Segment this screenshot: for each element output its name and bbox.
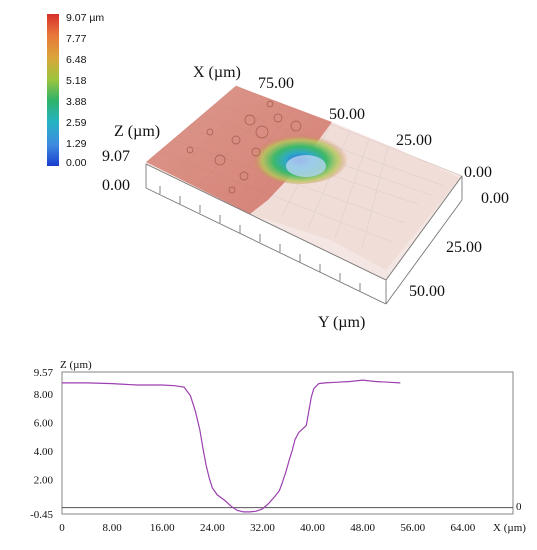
profile-series-line	[62, 379, 401, 513]
z-axis-label: Z (µm)	[114, 123, 160, 140]
surface-3d-view: 9.07 µm 7.77 6.48 5.18 3.88 2.59 1.29 0.…	[47, 12, 509, 331]
color-bar-label: 2.59	[66, 117, 87, 129]
y-tick: 50.00	[409, 283, 445, 300]
x-tick: 50.00	[329, 106, 365, 123]
profile-x-tick-label: 8.00	[102, 522, 122, 534]
profile-plot-frame	[61, 371, 514, 515]
profile-x-tick-label: 24.00	[200, 522, 225, 534]
x-tick: 25.00	[396, 132, 432, 149]
profile-x-tick-label: 48.00	[350, 522, 375, 534]
color-bar-label: 0.00	[66, 157, 87, 169]
profile-x-tick-label: 32.00	[250, 522, 275, 534]
color-bar-label: 3.88	[66, 96, 87, 108]
surface-fade	[250, 122, 460, 270]
pit-bottom	[286, 155, 326, 177]
profile-y-tick-label: 9.57	[34, 367, 54, 379]
surface-texture	[146, 86, 332, 214]
profile-y-axis-label: Z (µm)	[60, 359, 92, 371]
profile-x-tick-label: 56.00	[400, 522, 425, 534]
x-axis-label: X (µm)	[193, 64, 241, 81]
z-tick-max: 9.07	[102, 148, 130, 165]
profile-y-tick-label: 8.00	[34, 389, 54, 401]
profile-x-tick-label: 40.00	[300, 522, 325, 534]
x-tick: 75.00	[258, 75, 294, 92]
y-tick: 25.00	[446, 239, 482, 256]
profile-y-tick-label: 2.00	[34, 474, 54, 486]
profile-ticks: 0 8.00 16.00 24.00 32.00 40.00 48.00 56.00 64.00…	[30, 367, 476, 534]
z-tick-min: 0.00	[102, 177, 130, 194]
color-bar-gradient	[47, 14, 59, 166]
bounding-box	[145, 163, 463, 305]
color-bar-label: 5.18	[66, 75, 87, 87]
color-bar-labels: 9.07 µm 7.77 6.48 5.18 3.88 2.59 1.29 0.…	[66, 12, 104, 169]
profile-y-tick-label: 6.00	[34, 418, 54, 430]
profile-x-tick-label: 64.00	[451, 522, 476, 534]
color-bar-label: 1.29	[66, 138, 87, 150]
profile-x-axis-label: X (µm)	[493, 522, 526, 534]
x-tick: 0.00	[464, 164, 492, 181]
profile-right-axis-label: 0	[516, 501, 522, 513]
color-bar-label: 9.07 µm	[66, 12, 104, 24]
y-tick: 0.00	[481, 190, 509, 207]
y-axis-ticks	[159, 186, 361, 291]
color-bar: 9.07 µm 7.77 6.48 5.18 3.88 2.59 1.29 0.…	[47, 12, 104, 169]
profile-y-tick-label: 4.00	[34, 446, 54, 458]
profile-y-tick-label: -0.45	[30, 509, 53, 521]
color-bar-label: 7.77	[66, 33, 87, 45]
y-axis-label: Y (µm)	[318, 314, 365, 331]
color-bar-label: 6.48	[66, 54, 87, 66]
surface-bumps	[186, 100, 302, 194]
profile-x-tick-label: 16.00	[150, 522, 175, 534]
surface-plot	[146, 86, 460, 270]
profile-line-group	[62, 379, 513, 513]
profile-x-tick-label: 0	[59, 522, 65, 534]
